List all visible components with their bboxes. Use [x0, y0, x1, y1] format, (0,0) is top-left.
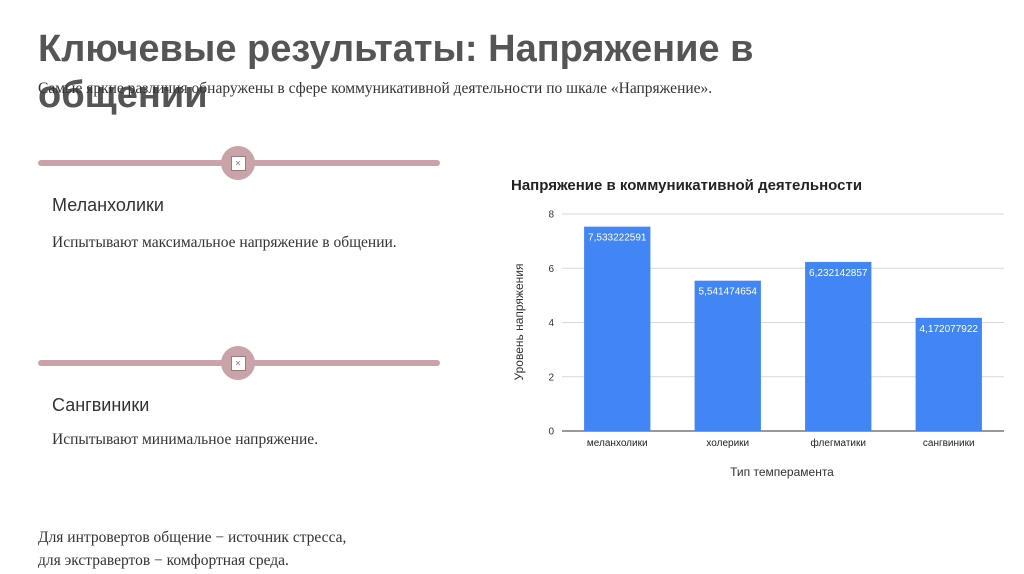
bottom-note-line-1: Для интровертов общение − источник стрес… [38, 529, 347, 546]
data-label: 6,232142857 [809, 268, 868, 279]
bottom-note-line-2: для экстравертов − комфортная среда. [38, 552, 289, 569]
data-label: 7,533222591 [588, 233, 647, 244]
chart-labels: 0 2 4 6 8 7,533222591 меланхолики 5,541474654 хо… [548, 210, 978, 450]
section-heading-sanguine: Сангвиники [52, 395, 150, 415]
chart-title: Напряжение в коммуникативной деятельност… [511, 177, 862, 194]
section-text-sanguine: Испытывают минимальное напряжение. [52, 431, 319, 448]
y-tick-label: 2 [548, 372, 554, 383]
bar [694, 280, 761, 431]
slide-subtitle: Самые яркие различия обнаружены в сфере … [38, 80, 713, 97]
image-placeholder-icon: ✕ [230, 155, 246, 171]
data-label: 5,541474654 [699, 287, 758, 298]
x-tick-label: холерики [706, 438, 749, 449]
bar [915, 317, 982, 431]
chart-bars [584, 226, 982, 431]
x-axis-title: Тип темперамента [730, 465, 834, 479]
y-tick-label: 4 [548, 318, 554, 329]
x-tick-label: меланхолики [587, 438, 648, 449]
y-tick-label: 0 [548, 427, 554, 438]
section-knob-2: ✕ [221, 346, 255, 380]
slide-title: Ключевые результаты: Напряжение в общени… [38, 28, 754, 116]
section-knob-1: ✕ [221, 146, 255, 180]
bar [584, 226, 651, 431]
x-tick-label: сангвиники [923, 438, 975, 449]
y-tick-label: 8 [548, 210, 554, 221]
x-tick-label: флегматики [811, 437, 866, 449]
bar [805, 261, 872, 431]
y-tick-label: 6 [548, 264, 554, 275]
section-heading-melancholic: Меланхолики [52, 195, 164, 215]
data-label: 4,172077922 [920, 324, 979, 335]
bar-chart-svg: Напряжение в коммуникативной деятельност… [511, 177, 1004, 479]
image-placeholder-icon: ✕ [230, 355, 246, 371]
y-axis-title: Уровень напряжения [512, 264, 526, 381]
bar-chart: Напряжение в коммуникативной деятельност… [500, 168, 1020, 493]
bottom-note: Для интровертов общение − источник стрес… [38, 526, 346, 572]
section-text-melancholic: Испытывают максимальное напряжение в общ… [52, 234, 397, 251]
